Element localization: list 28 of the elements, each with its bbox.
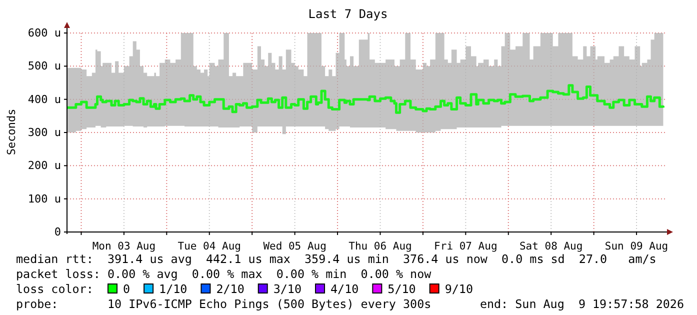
text: probe: 10 IPv6-ICMP Echo Pings (500 Bytes) every 300s [16,297,432,311]
text: end: Sun Aug 9 19:57:58 2026 [480,297,684,311]
text: 0 [123,282,130,296]
text: 5/10 [388,282,416,296]
x-tick-label: Sun 09 Aug [604,240,668,253]
text: loss color: [16,282,94,296]
y-tick-label: 500 u [28,60,61,73]
x-tick-label: Mon 03 Aug [92,240,156,253]
y-tick-label: 200 u [28,159,61,172]
x-tick-label: Thu 06 Aug [348,240,412,253]
x-tick-label: Sat 08 Aug [519,240,583,253]
text: median rtt: 391.4 us avg 442.1 us max 359.4 us min 376.4 us now 0.0 ms sd 27.0 am/s [16,252,656,266]
text: 4/10 [330,282,359,296]
text: packet loss: 0.00 % avg 0.00 % max 0.00 % min 0.00 % now [16,267,432,281]
y-tick-label: 400 u [28,92,61,106]
text: 1/10 [159,282,188,296]
x-tick-label: Wed 05 Aug [263,240,326,253]
x-tick-label: Fri 07 Aug [434,240,498,253]
text: 2/10 [216,282,244,296]
y-tick-label: 0 [54,226,61,239]
text: 3/10 [273,282,302,296]
x-tick-label: Tue 04 Aug [178,240,241,253]
text: 9/10 [444,282,473,296]
y-tick-label: 300 u [28,126,61,140]
y-axis-title: Seconds [5,108,18,156]
y-tick-label: 100 u [28,192,61,206]
chart-title: Last 7 Days [308,7,388,21]
y-tick-label: 600 u [28,26,61,40]
